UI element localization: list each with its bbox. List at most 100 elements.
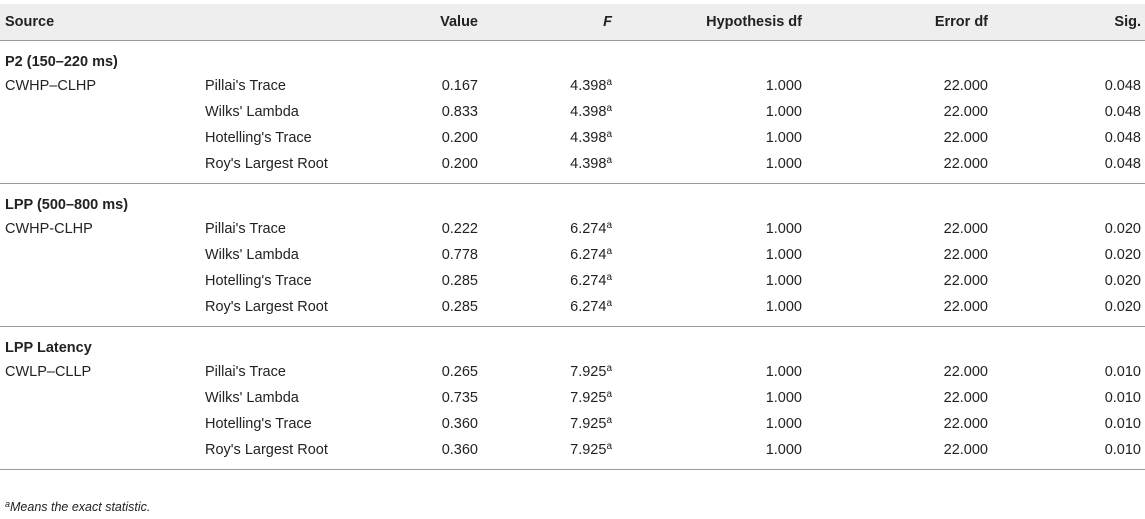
cell-f: 7.925a — [482, 385, 616, 411]
cell-error-df: 22.000 — [943, 389, 988, 406]
cell-value: 0.200 — [441, 129, 478, 146]
cell-error-df: 22.000 — [943, 77, 988, 94]
cell-sig: 0.048 — [1104, 77, 1141, 94]
cell-sig: 0.048 — [1104, 103, 1141, 120]
cell-error-df: 22.000 — [806, 150, 992, 184]
table-body: P2 (150–220 ms) CWHP–CLHP Pillai's Trace 0.… — [0, 40, 1145, 470]
cell-f: 4.398a — [482, 99, 616, 125]
header-test — [200, 4, 370, 41]
cell-test: Roy's Largest Root — [200, 436, 370, 470]
footnote-text: Means the exact statistic. — [10, 500, 151, 514]
header-source: Source — [0, 4, 200, 41]
table-row: Wilks' Lambda 0.833 4.398a 1.000 22.000 0.048 — [0, 99, 1145, 125]
cell-hypothesis-df: 1.000 — [765, 220, 802, 237]
cell-hypothesis-df: 1.000 — [616, 436, 806, 470]
cell-hypothesis-df: 1.000 — [616, 150, 806, 184]
f-footnote-mark: a — [606, 128, 612, 140]
table-row: Roy's Largest Root 0.200 4.398a 1.000 22.000… — [0, 150, 1145, 184]
cell-hypothesis-df: 1.000 — [765, 77, 802, 94]
cell-error-df: 22.000 — [943, 103, 988, 120]
cell-test: Wilks' Lambda — [205, 389, 299, 406]
cell-test: Wilks' Lambda — [205, 103, 299, 120]
cell-value: 0.735 — [441, 389, 478, 406]
table-row: Roy's Largest Root 0.360 7.925a 1.000 22.000… — [0, 436, 1145, 470]
cell-sig: 0.010 — [992, 436, 1145, 470]
f-footnote-mark: a — [606, 271, 612, 283]
cell-f: 4.398a — [482, 73, 616, 99]
f-value: 4.398 — [570, 155, 607, 172]
f-value: 4.398 — [570, 77, 607, 94]
cell-hypothesis-df: 1.000 — [765, 103, 802, 120]
cell-error-df: 22.000 — [806, 293, 992, 327]
f-footnote-mark: a — [606, 154, 612, 166]
table-row: Roy's Largest Root 0.285 6.274a 1.000 22.000… — [0, 293, 1145, 327]
cell-sig: 0.010 — [1104, 415, 1141, 432]
header-value: Value — [370, 4, 482, 41]
cell-sig: 0.048 — [992, 150, 1145, 184]
f-value: 7.925 — [570, 441, 607, 458]
f-value: 6.274 — [570, 220, 607, 237]
section-header-row: P2 (150–220 ms) — [0, 40, 1145, 73]
table-row: Wilks' Lambda 0.778 6.274a 1.000 22.000 0.020 — [0, 242, 1145, 268]
cell-test: Pillai's Trace — [205, 77, 286, 94]
results-table: Source Value F Hypothesis df Error df Si… — [0, 4, 1145, 470]
f-value: 7.925 — [570, 363, 607, 380]
cell-hypothesis-df: 1.000 — [765, 246, 802, 263]
header-hypothesis-df: Hypothesis df — [616, 4, 806, 41]
cell-f: 4.398a — [482, 125, 616, 151]
cell-source — [0, 293, 200, 327]
table-row: Hotelling's Trace 0.360 7.925a 1.000 22.000 0… — [0, 411, 1145, 437]
cell-source — [0, 411, 200, 437]
section-title: P2 (150–220 ms) — [5, 53, 118, 70]
cell-test: Hotelling's Trace — [205, 272, 312, 289]
header-sig: Sig. — [992, 4, 1145, 41]
cell-value: 0.360 — [441, 415, 478, 432]
cell-sig: 0.020 — [1104, 220, 1141, 237]
f-value: 6.274 — [570, 246, 607, 263]
f-value: 6.274 — [570, 298, 607, 315]
f-footnote-mark: a — [606, 440, 612, 452]
table-row: Hotelling's Trace 0.285 6.274a 1.000 22.000 0… — [0, 268, 1145, 294]
cell-f: 7.925a — [482, 411, 616, 437]
cell-error-df: 22.000 — [943, 129, 988, 146]
header-f: F — [482, 4, 616, 41]
cell-f: 6.274a — [482, 293, 616, 327]
table-row: CWHP–CLHP Pillai's Trace 0.167 4.398a 1.000 2… — [0, 73, 1145, 99]
section-header-row: LPP Latency — [0, 326, 1145, 359]
section-header-row: LPP (500–800 ms) — [0, 183, 1145, 216]
cell-source — [0, 99, 200, 125]
table-row: Wilks' Lambda 0.735 7.925a 1.000 22.000 0.010 — [0, 385, 1145, 411]
cell-hypothesis-df: 1.000 — [765, 389, 802, 406]
cell-test: Pillai's Trace — [205, 220, 286, 237]
cell-sig: 0.020 — [1104, 272, 1141, 289]
cell-hypothesis-df: 1.000 — [765, 129, 802, 146]
cell-f: 6.274a — [482, 242, 616, 268]
cell-source: CWHP–CLHP — [5, 77, 97, 94]
cell-value: 0.200 — [370, 150, 482, 184]
cell-sig: 0.048 — [1104, 129, 1141, 146]
cell-error-df: 22.000 — [943, 220, 988, 237]
f-footnote-mark: a — [606, 362, 612, 374]
footnote: aMeans the exact statistic. — [5, 499, 151, 515]
cell-source — [0, 268, 200, 294]
header-error-df: Error df — [806, 4, 992, 41]
cell-source — [0, 125, 200, 151]
cell-test: Hotelling's Trace — [205, 415, 312, 432]
f-footnote-mark: a — [606, 76, 612, 88]
cell-test: Roy's Largest Root — [200, 150, 370, 184]
cell-value: 0.778 — [441, 246, 478, 263]
cell-test: Hotelling's Trace — [205, 129, 312, 146]
cell-f: 6.274a — [482, 268, 616, 294]
cell-error-df: 22.000 — [943, 415, 988, 432]
footnote-mark: a — [5, 499, 11, 509]
table-row: CWHP-CLHP Pillai's Trace 0.222 6.274a 1.000 2… — [0, 216, 1145, 242]
f-value: 4.398 — [570, 129, 607, 146]
cell-error-df: 22.000 — [943, 363, 988, 380]
cell-f: 4.398a — [482, 150, 616, 184]
cell-value: 0.167 — [441, 77, 478, 94]
cell-value: 0.222 — [441, 220, 478, 237]
cell-hypothesis-df: 1.000 — [765, 363, 802, 380]
cell-f: 7.925a — [482, 436, 616, 470]
cell-source: CWHP-CLHP — [5, 220, 93, 237]
